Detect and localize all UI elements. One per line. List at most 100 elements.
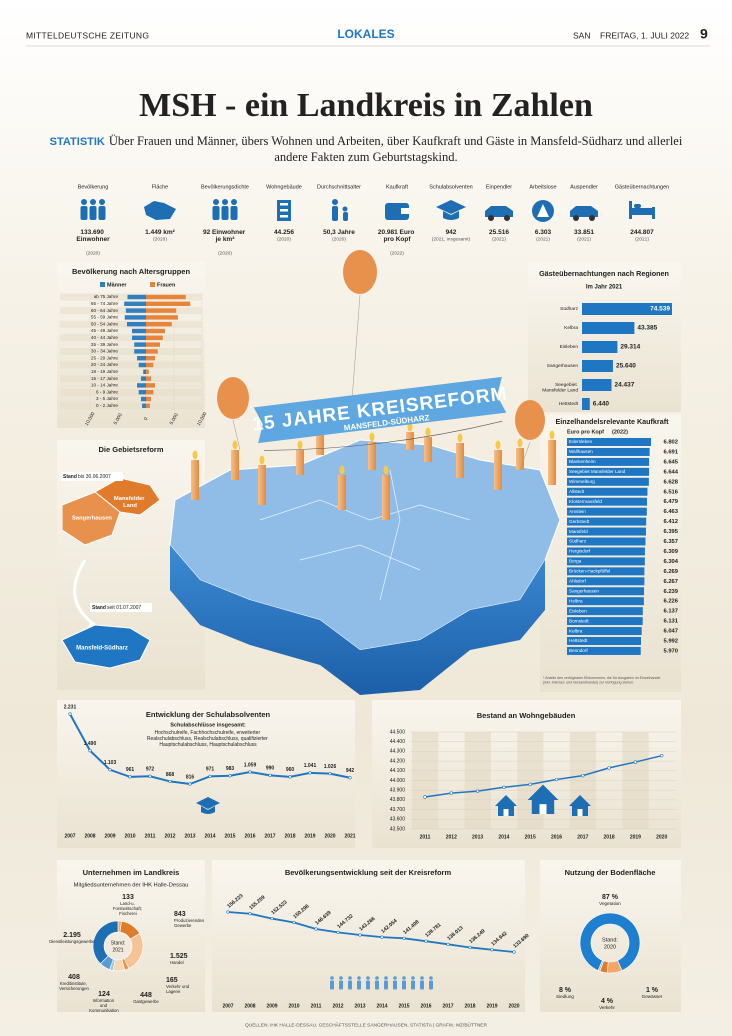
point <box>512 950 516 954</box>
bar-women <box>146 362 154 368</box>
icon-shape <box>213 199 219 205</box>
house-icon <box>495 795 517 816</box>
flame <box>549 430 555 440</box>
candles <box>191 422 556 520</box>
bar <box>582 379 612 391</box>
icon-shape <box>280 215 288 218</box>
point <box>228 774 232 778</box>
candle <box>258 465 266 505</box>
bar-women <box>146 383 155 388</box>
flame <box>297 440 303 450</box>
fact-label: Auspendler <box>570 184 598 190</box>
value-label: 843 <box>174 911 186 918</box>
reform-maps <box>61 477 161 669</box>
place-label: Blankenheim <box>569 459 596 464</box>
point <box>328 772 332 776</box>
fact-year: (2022) <box>390 250 404 256</box>
point <box>148 774 152 778</box>
person-icon <box>375 976 379 980</box>
fact-year: (2021) <box>577 236 591 242</box>
intro-text: Über Frauen und Männer, übers Wohnen und… <box>108 134 683 164</box>
value-label: 448 <box>140 992 152 999</box>
bar <box>567 637 641 645</box>
bar-men <box>134 349 146 354</box>
intro: STATISTIK Über Frauen und Männer, übers W… <box>42 134 690 165</box>
bar <box>567 497 648 506</box>
icon-shape <box>196 797 220 809</box>
fact-year: (2020) <box>277 236 291 242</box>
value-label: 816 <box>186 774 195 780</box>
value-label: 6.628 <box>663 479 678 485</box>
bar-men <box>124 315 146 320</box>
chart-title: Einzelhandelsrelevante Kaufkraft <box>555 417 669 426</box>
sector-label: Dienstleistungsgewerbe <box>49 939 95 944</box>
y-tick-label: 44.300 <box>390 749 406 755</box>
point <box>358 933 362 937</box>
candle <box>368 442 376 470</box>
value-label: 6.802 <box>663 440 678 446</box>
x-tick-label: 2007 <box>222 1003 233 1009</box>
value-label: 6.463 <box>663 509 678 515</box>
bar-men <box>132 328 146 334</box>
icon-shape <box>99 199 105 205</box>
point <box>108 768 112 772</box>
y-tick-label: 43.700 <box>390 807 406 813</box>
person-icon <box>429 980 433 990</box>
point <box>226 910 230 914</box>
icon-shape <box>221 206 229 220</box>
x-tick-label: 5.000 <box>169 412 180 426</box>
x-tick-label: 2011 <box>145 833 156 839</box>
icon-shape <box>537 204 549 217</box>
x-tick-label: 2021 <box>344 833 355 839</box>
value-label: 6.131 <box>663 619 678 625</box>
cake-map <box>169 439 561 695</box>
value-label: 942 <box>346 768 355 774</box>
bar <box>582 398 590 410</box>
place-label: Gerbstedt <box>569 519 590 524</box>
place-label: Benndorf <box>569 648 588 653</box>
place-label: Sangerhausen <box>569 588 599 593</box>
x-tick-label: 2015 <box>224 833 235 839</box>
icon-shape <box>401 208 409 214</box>
region-label: Hettstedt <box>559 401 579 407</box>
bar <box>567 527 646 536</box>
person-icon <box>411 976 415 980</box>
bar <box>567 597 644 606</box>
balloons <box>217 250 545 471</box>
bar-women <box>146 294 186 300</box>
chart-title: Bevölkerungsentwicklung seit der Kreisre… <box>285 868 452 877</box>
candle <box>382 475 390 520</box>
value-label: 133 <box>122 894 134 901</box>
donut-center: 2020 <box>604 944 616 950</box>
value-label: 8 % <box>559 987 572 994</box>
candle <box>456 443 464 478</box>
value-label: 6.395 <box>663 529 678 535</box>
point <box>336 930 340 934</box>
place-label: Wallhausen <box>569 449 593 454</box>
x-tick-label: 5.000 <box>113 412 124 426</box>
row-stripe <box>60 334 202 342</box>
x-tick-label: 2012 <box>446 834 457 840</box>
bar <box>567 646 641 655</box>
icon-shape <box>231 199 237 205</box>
person-icon <box>339 976 343 980</box>
stand-box <box>90 603 152 612</box>
flame <box>457 433 463 443</box>
place-label: Arnstein <box>569 509 586 514</box>
legend-swatch <box>150 282 155 287</box>
age-group-label: 18 - 19 Jahre <box>91 369 119 374</box>
place-label: Brücken-Hackpfüffel <box>569 569 610 574</box>
chart-subtitle: Schulabschlüsse insgesamt: <box>170 722 246 728</box>
candle <box>191 460 199 500</box>
value-label: 43.385 <box>637 325 657 332</box>
flame <box>495 440 501 450</box>
x-tick-label: 2020 <box>508 1003 519 1009</box>
person-icon <box>393 976 397 980</box>
chart-title: Bevölkerung nach Altersgruppen <box>72 267 190 276</box>
fact-year: (2020) <box>153 236 167 242</box>
icon-shape <box>634 204 641 208</box>
value-label: 6.137 <box>663 609 678 615</box>
point <box>288 775 292 779</box>
x-tick-label: 2016 <box>420 1003 431 1009</box>
chart-note: Hochschulreife, Fachhochschulreife, erwe… <box>147 730 269 748</box>
